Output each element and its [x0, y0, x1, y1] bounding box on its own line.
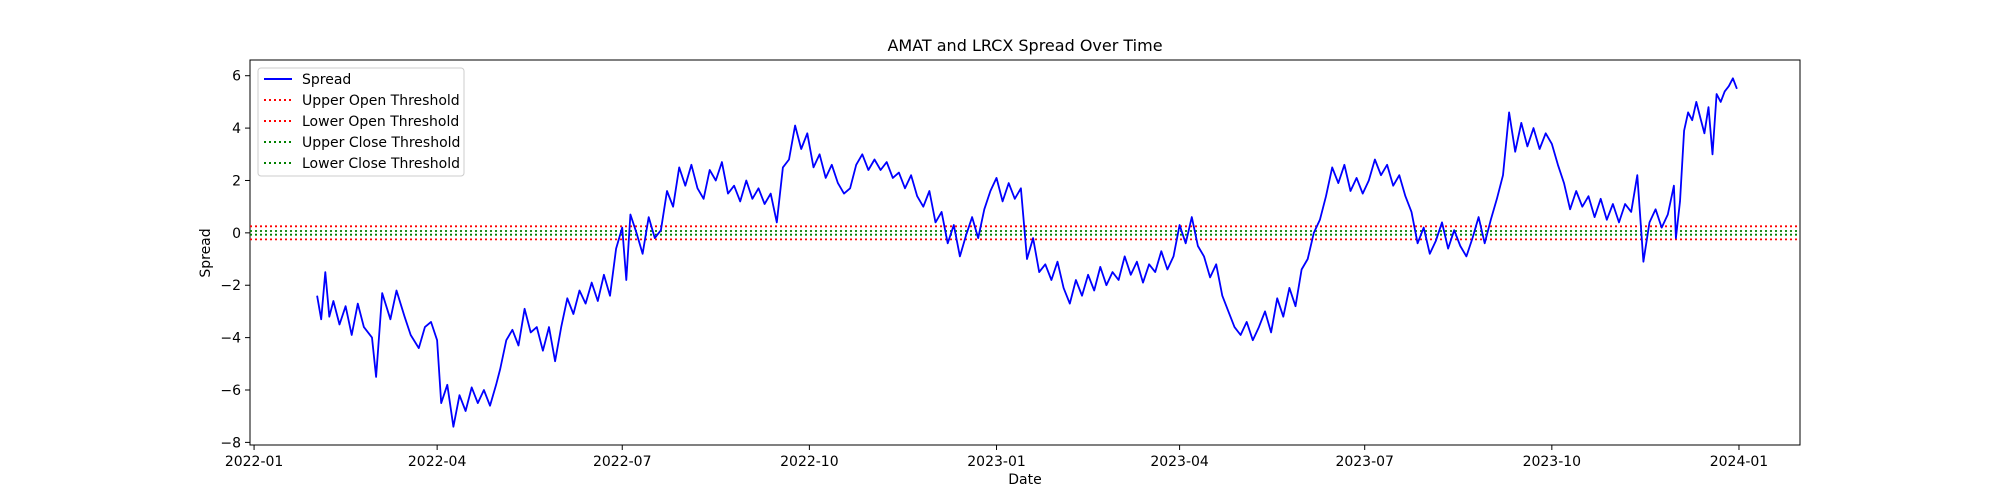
x-axis-ticks: 2022-01 2022-04 2022-07 2022-10 2023-01 2023-… [225, 445, 1768, 470]
y-tick-label: −4 [220, 331, 241, 347]
y-tick-label: 6 [232, 69, 241, 85]
legend-frame [257, 67, 465, 177]
y-tick-label: −2 [220, 278, 241, 294]
legend-label: Lower Close Threshold [302, 156, 460, 172]
legend-label: Spread [302, 72, 351, 88]
spread-line [316, 77, 1738, 428]
y-tick-label: 4 [232, 121, 241, 137]
y-axis-ticks: −8 −6 −4 −2 0 2 4 6 [220, 69, 250, 451]
x-tick-label: 2024-01 [1710, 454, 1769, 470]
plot-area [249, 59, 1801, 446]
x-tick-label: 2022-10 [780, 454, 839, 470]
y-axis-label: Spread [198, 228, 214, 277]
y-tick-label: −6 [220, 383, 241, 399]
x-tick-label: 2023-07 [1335, 454, 1394, 470]
legend-label: Upper Close Threshold [302, 135, 460, 151]
y-tick-label: 2 [232, 173, 241, 189]
legend-label: Lower Open Threshold [302, 114, 459, 130]
chart-title: AMAT and LRCX Spread Over Time [887, 36, 1162, 55]
x-tick-label: 2022-07 [593, 454, 652, 470]
x-tick-label: 2022-01 [225, 454, 284, 470]
x-tick-label: 2023-10 [1523, 454, 1582, 470]
x-tick-label: 2023-04 [1150, 454, 1209, 470]
y-tick-label: 0 [232, 226, 241, 242]
legend: Spread Upper Open Threshold Lower Open Thr… [257, 67, 465, 177]
legend-label: Upper Open Threshold [302, 93, 460, 109]
x-tick-label: 2022-04 [408, 454, 467, 470]
x-axis-label: Date [1008, 472, 1041, 488]
spread-series [316, 77, 1738, 428]
y-tick-label: −8 [220, 435, 241, 451]
x-tick-label: 2023-01 [967, 454, 1026, 470]
